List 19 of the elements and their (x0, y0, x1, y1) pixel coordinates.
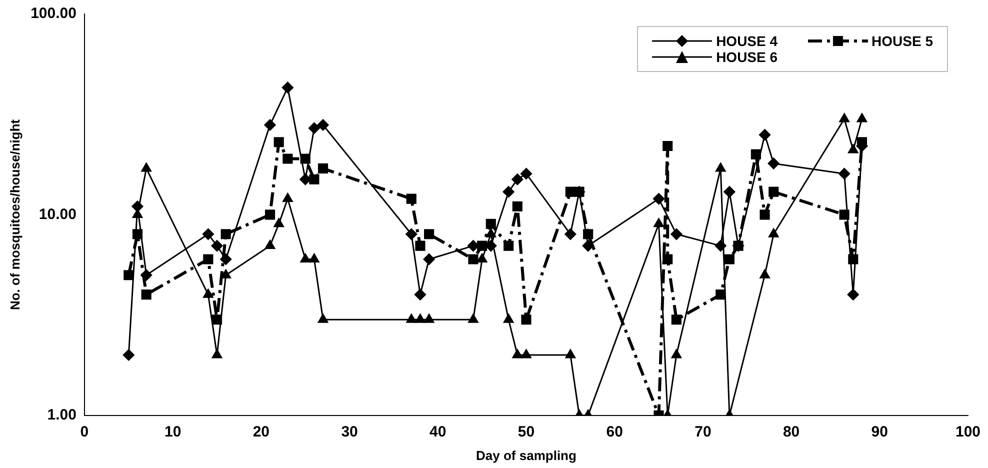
x-tick-label: 0 (80, 424, 89, 441)
y-tick-label: 10.00 (38, 206, 76, 223)
x-tick-label: 50 (518, 424, 535, 441)
y-axis-title: No. of mosquitoes/house/night (7, 118, 22, 310)
x-tick-label: 70 (694, 424, 712, 441)
legend-label: HOUSE 5 (872, 33, 933, 49)
y-tick-label: 100.00 (30, 5, 76, 22)
y-tick-label: 1.00 (47, 406, 76, 424)
x-tick-label: 10 (164, 424, 182, 441)
legend-label: HOUSE 4 (716, 33, 778, 49)
x-axis-title: Day of sampling (476, 448, 576, 463)
x-tick-label: 60 (606, 424, 623, 441)
x-tick-label: 80 (782, 424, 800, 441)
x-tick-label: 40 (430, 424, 446, 441)
x-tick-label: 30 (341, 424, 358, 441)
x-tick-label: 20 (252, 424, 270, 441)
x-tick-label: 90 (871, 424, 888, 441)
legend-label: HOUSE 6 (716, 49, 778, 65)
x-tick-label: 100 (955, 424, 981, 441)
